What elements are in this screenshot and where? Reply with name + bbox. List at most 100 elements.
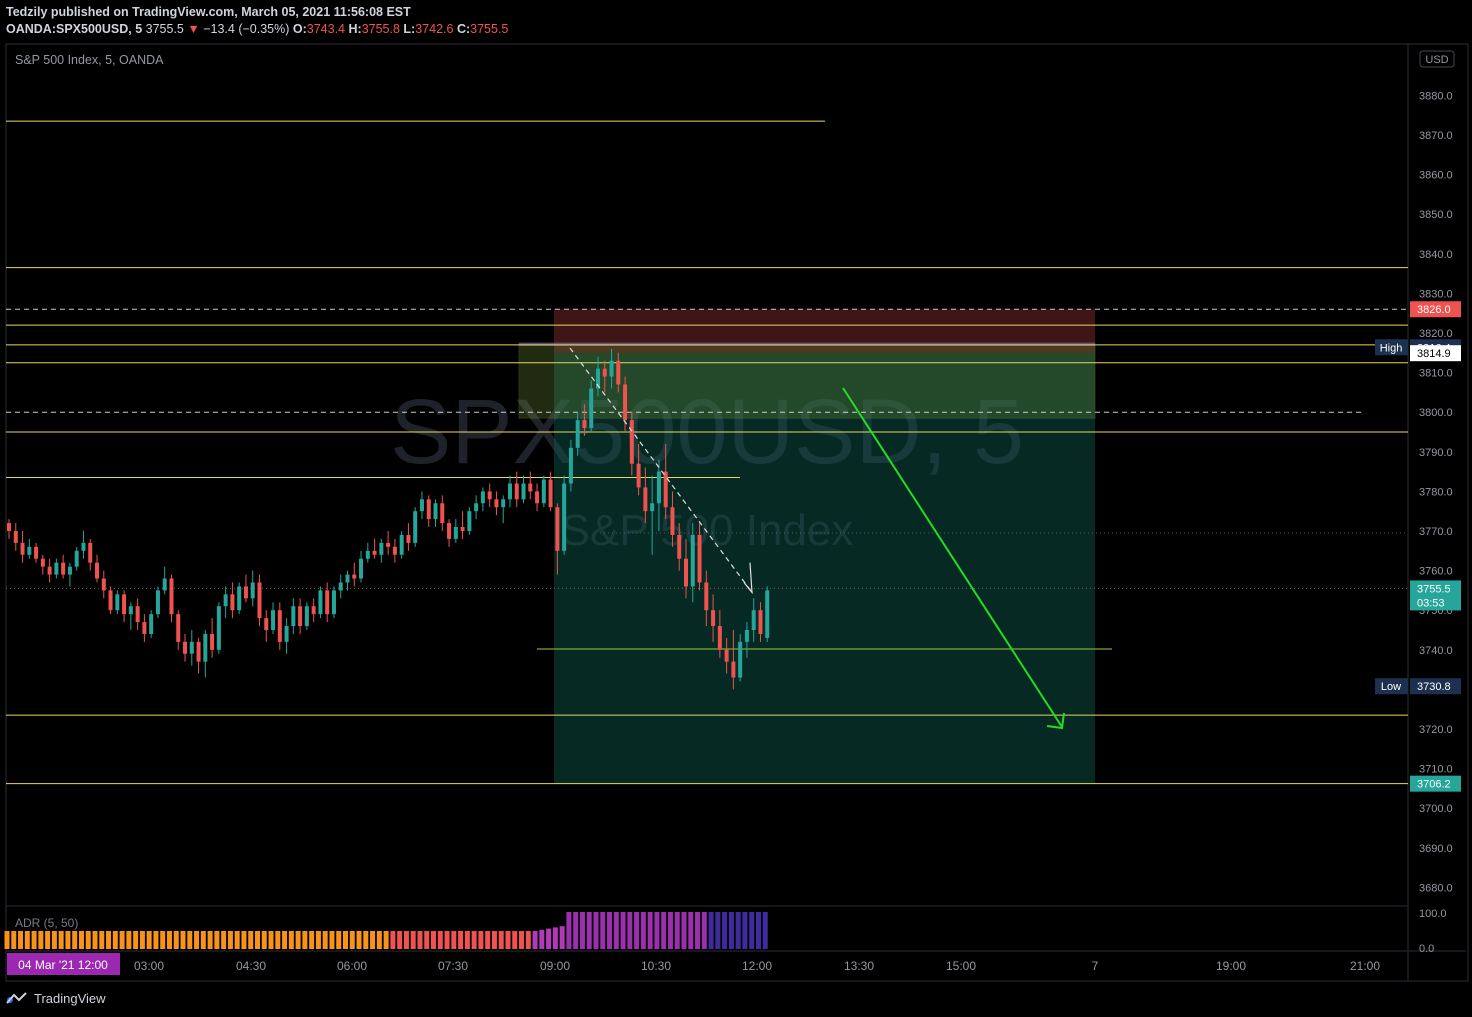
adr-bar xyxy=(627,912,633,949)
adr-bar xyxy=(234,931,240,949)
close-value: 3755.5 xyxy=(470,22,509,36)
adr-bar xyxy=(519,931,525,949)
candle-body xyxy=(88,542,93,563)
adr-bar xyxy=(742,912,748,949)
candle-body xyxy=(291,606,296,627)
adr-bar xyxy=(532,931,538,949)
candle-body xyxy=(115,594,120,611)
down-arrow-icon: ▼ xyxy=(187,22,200,36)
adr-bar xyxy=(762,912,768,949)
candle-body xyxy=(636,463,641,488)
y-tick-label: 3850.0 xyxy=(1419,209,1453,221)
candle-body xyxy=(575,420,580,448)
adr-bar xyxy=(695,912,701,949)
candle-body xyxy=(460,527,465,531)
adr-bar xyxy=(173,931,179,949)
adr-bar xyxy=(735,912,741,949)
candle-body xyxy=(392,546,397,555)
x-tick-label: 7 xyxy=(1092,959,1099,973)
candle-body xyxy=(40,558,45,567)
candle-body xyxy=(304,606,309,627)
adr-bar xyxy=(383,931,389,949)
candle-body xyxy=(183,641,188,654)
adr-bar xyxy=(282,931,288,949)
time-start-box xyxy=(7,953,120,975)
candle-body xyxy=(663,471,668,508)
x-tick-label: 07:30 xyxy=(438,959,468,973)
candle-body xyxy=(345,574,350,583)
candle-body xyxy=(155,590,160,615)
candle-body xyxy=(494,499,499,508)
adr-bar xyxy=(309,931,315,949)
candle-body xyxy=(406,534,411,543)
adr-bar xyxy=(478,931,484,949)
candle-body xyxy=(704,582,709,611)
price-label-countdown: 03:53 xyxy=(1417,597,1445,609)
candle-body xyxy=(419,499,424,512)
adr-bar xyxy=(363,931,369,949)
candle-body xyxy=(122,594,127,615)
adr-bar xyxy=(749,912,755,949)
candle-body xyxy=(257,582,262,619)
candle-body xyxy=(717,626,722,650)
adr-bar xyxy=(248,931,254,949)
adr-bar xyxy=(146,931,152,949)
adr-bar xyxy=(24,931,30,949)
adr-bar xyxy=(45,931,51,949)
adr-bar xyxy=(65,931,71,949)
symbol-ohlc-line: OANDA:SPX500USD, 5 3755.5 ▼ −13.4 (−0.35… xyxy=(6,22,508,36)
candle-body xyxy=(7,523,11,531)
y-tick-label: 3760.0 xyxy=(1419,566,1453,578)
y-tick-label: 3770.0 xyxy=(1419,526,1453,538)
adr-bar xyxy=(464,931,470,949)
adr-bar xyxy=(295,931,301,949)
adr-bar xyxy=(160,931,166,949)
candle-body xyxy=(47,566,52,575)
adr-bar xyxy=(227,931,233,949)
candle-body xyxy=(595,368,600,389)
candle-body xyxy=(758,610,763,634)
candle-body xyxy=(528,483,533,492)
candle-body xyxy=(501,499,506,508)
candle-body xyxy=(128,606,133,615)
candle-body xyxy=(609,360,614,377)
candle-body xyxy=(318,590,323,615)
indicator-label: ADR (5, 50) xyxy=(15,916,78,930)
y-tick-label: 3880.0 xyxy=(1419,90,1453,102)
candle-body xyxy=(555,507,560,551)
adr-bar xyxy=(579,912,585,949)
symbol-name[interactable]: OANDA:SPX500USD, 5 xyxy=(6,22,143,36)
candle-body xyxy=(250,582,255,599)
adr-bar xyxy=(559,926,565,949)
adr-bar xyxy=(302,931,308,949)
price-label-box xyxy=(1410,775,1461,792)
candle-body xyxy=(196,641,201,662)
adr-bar xyxy=(667,912,673,949)
trend-line-arrowhead xyxy=(743,562,753,595)
candle-body xyxy=(656,471,661,504)
candle-body xyxy=(765,590,770,638)
candle-body xyxy=(81,542,86,551)
candle-body xyxy=(602,368,607,377)
tradingview-brand[interactable]: TradingView xyxy=(34,990,106,1006)
adr-bar xyxy=(728,912,734,949)
adr-bar xyxy=(654,912,660,949)
candle-body xyxy=(474,503,479,512)
candle-body xyxy=(34,546,39,559)
candle-body xyxy=(169,578,174,615)
adr-bar xyxy=(4,931,10,949)
candle-body xyxy=(507,483,512,500)
y-tick-label: 3690.0 xyxy=(1419,843,1453,855)
price-label: 3755.5 xyxy=(1417,583,1451,595)
adr-bar xyxy=(424,931,430,949)
candle-body xyxy=(61,562,66,575)
candle-body xyxy=(643,487,648,512)
adr-bar xyxy=(640,912,646,949)
adr-bar xyxy=(349,931,355,949)
high-label: H: xyxy=(348,22,362,36)
target-zone xyxy=(554,353,1095,784)
price-label-box xyxy=(1410,345,1461,362)
y-tick-label: 3840.0 xyxy=(1419,249,1453,261)
adr-bar xyxy=(92,931,98,949)
